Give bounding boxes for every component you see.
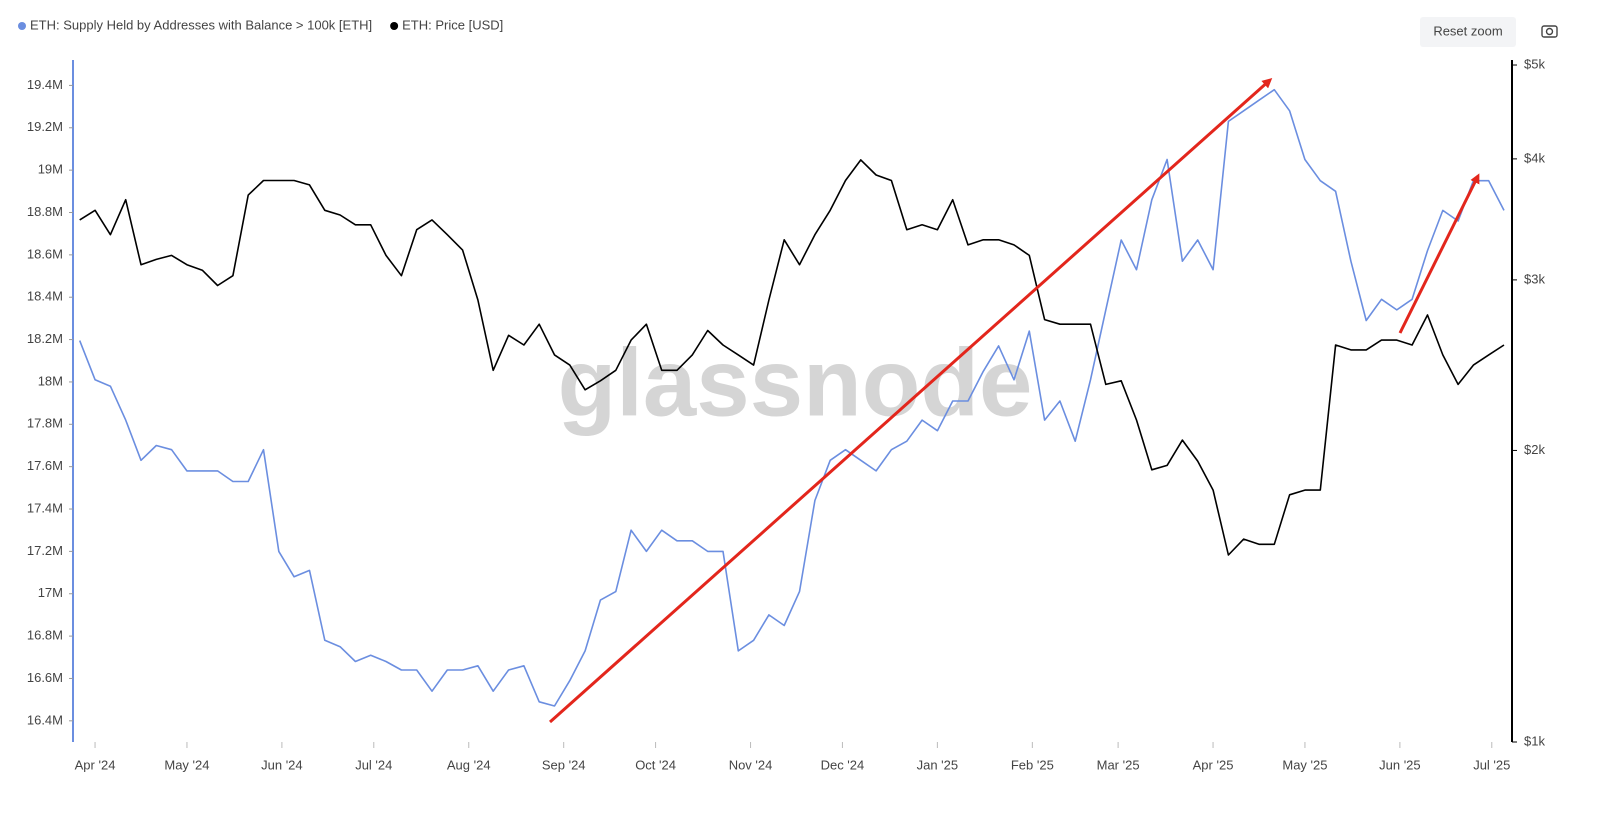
x-tick-label: Jun '25	[1379, 757, 1421, 772]
y-tick-label: 19.4M	[27, 77, 63, 92]
plot: 16.4M 16.6M 16.8M 17M 17.2M 17.4M 17.6M 17.8M 18…	[27, 56, 1546, 772]
legend-label: ETH: Supply Held by Addresses with Balan…	[30, 17, 372, 32]
legend-marker	[390, 22, 399, 30]
y-tick-label: 18.4M	[27, 289, 63, 304]
y2-tick-label: $4k	[1524, 150, 1545, 165]
y-tick-label: 16.8M	[27, 628, 63, 643]
y-tick-label: 17.4M	[27, 500, 63, 515]
camera-icon[interactable]	[1541, 25, 1558, 38]
watermark: glassnode	[558, 329, 1033, 436]
series-line	[78, 88, 1505, 707]
x-tick-label: Oct '24	[635, 757, 676, 772]
x-tick-label: Jul '24	[355, 757, 392, 772]
x-tick-label: Apr '24	[75, 757, 116, 772]
x-tick-label: Sep '24	[542, 757, 586, 772]
trend-arrow	[549, 78, 1273, 724]
y2-tick-label: $2k	[1524, 442, 1545, 457]
y2-tick-label: $3k	[1524, 271, 1545, 286]
x-tick-label: Dec '24	[821, 757, 865, 772]
x-tick-label: May '25	[1282, 757, 1327, 772]
y-tick-label: 17M	[38, 585, 63, 600]
legend-marker	[18, 22, 26, 30]
x-tick-label: May '24	[164, 757, 209, 772]
y2-tick-label: $5k	[1524, 56, 1545, 71]
y-tick-label: 17.2M	[27, 543, 63, 558]
trend-arrow	[1398, 173, 1480, 334]
x-tick-label: Apr '25	[1193, 757, 1234, 772]
y2-tick-label: $1k	[1524, 733, 1545, 748]
camera-body[interactable]	[1541, 25, 1558, 38]
x-tick-label: Mar '25	[1097, 757, 1140, 772]
reset-zoom-button[interactable]: Reset zoom	[1420, 17, 1516, 47]
y-tick-label: 16.6M	[27, 670, 63, 685]
y-tick-label: 18.8M	[27, 204, 63, 219]
y-tick-label: 16.4M	[27, 712, 63, 727]
y-tick-label: 18.2M	[27, 331, 63, 346]
y-tick-label: 19.2M	[27, 119, 63, 134]
y-tick-label: 18M	[38, 373, 63, 388]
y-tick-label: 17.8M	[27, 416, 63, 431]
x-tick-label: Feb '25	[1011, 757, 1054, 772]
button-label[interactable]: Reset zoom	[1433, 23, 1502, 38]
x-tick-label: Nov '24	[729, 757, 773, 772]
x-tick-label: Aug '24	[447, 757, 491, 772]
y-tick-label: 18.6M	[27, 246, 63, 261]
y-tick-label: 19M	[38, 162, 63, 177]
x-tick-label: Jun '24	[261, 757, 303, 772]
x-tick-label: Jul '25	[1473, 757, 1510, 772]
legend-label: ETH: Price [USD]	[402, 17, 503, 32]
series-line	[79, 159, 1505, 556]
button-bg[interactable]	[1420, 17, 1516, 47]
camera-lens[interactable]	[1545, 27, 1554, 36]
y-tick-label: 17.6M	[27, 458, 63, 473]
x-tick-label: Jan '25	[917, 757, 959, 772]
